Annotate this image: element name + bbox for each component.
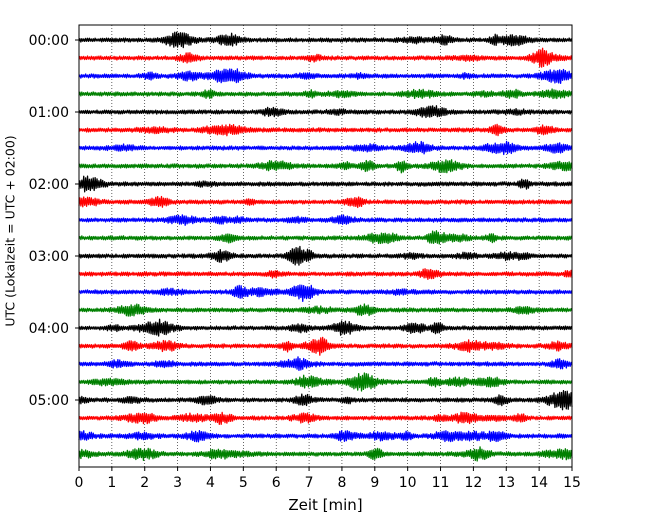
seismogram-trace <box>78 303 573 317</box>
seismogram-trace <box>78 159 573 174</box>
y-axis-label: UTC (Lokalzeit = UTC + 02:00) <box>3 135 18 326</box>
seismogram-trace <box>78 284 573 302</box>
seismogram-trace <box>78 268 573 281</box>
seismogram-trace <box>78 446 573 462</box>
seismogram-trace <box>78 175 573 193</box>
seismogram-trace <box>78 430 573 443</box>
y-tick-label: 03:00 <box>29 249 69 265</box>
x-tick-label: 9 <box>370 475 379 491</box>
x-tick-label: 0 <box>75 475 84 491</box>
y-axis: 00:00 01:00 02:00 03:00 04:00 05:00 <box>29 33 79 409</box>
seismogram-trace <box>78 214 573 226</box>
x-axis: 0 1 2 3 4 5 6 7 8 9 10 11 12 13 14 15 <box>75 467 581 491</box>
y-tick-label: 00:00 <box>29 33 69 49</box>
y-tick-label: 05:00 <box>29 393 69 409</box>
seismogram-trace <box>78 105 573 119</box>
seismogram-trace <box>78 318 573 337</box>
seismogram-trace <box>78 88 573 100</box>
x-tick-label: 5 <box>239 475 248 491</box>
x-tick-label: 14 <box>530 475 548 491</box>
x-tick-label: 12 <box>464 475 482 491</box>
seismogram-trace <box>78 356 573 372</box>
seismogram-trace <box>78 336 573 356</box>
seismogram-trace <box>78 195 573 209</box>
x-tick-label: 8 <box>337 475 346 491</box>
x-tick-label: 10 <box>399 475 417 491</box>
seismogram-trace <box>78 245 573 266</box>
seismogram-trace <box>78 68 573 85</box>
seismogram-trace <box>78 372 573 392</box>
trace-group <box>78 31 573 462</box>
seismogram-trace <box>78 389 573 411</box>
x-tick-label: 15 <box>563 475 581 491</box>
x-tick-label: 7 <box>305 475 314 491</box>
x-tick-label: 11 <box>432 475 450 491</box>
seismogram-trace <box>78 140 573 156</box>
x-tick-label: 6 <box>272 475 281 491</box>
y-tick-label: 04:00 <box>29 321 69 337</box>
x-tick-label: 3 <box>173 475 182 491</box>
x-tick-label: 2 <box>140 475 149 491</box>
plot-frame <box>78 24 573 468</box>
seismogram-trace <box>78 123 573 137</box>
seismogram-trace <box>78 31 573 49</box>
x-tick-label: 1 <box>107 475 116 491</box>
y-tick-label: 02:00 <box>29 177 69 193</box>
y-tick-label: 01:00 <box>29 105 69 121</box>
x-tick-label: 13 <box>497 475 515 491</box>
seismogram-trace <box>78 47 573 68</box>
seismogram-trace <box>78 411 573 426</box>
x-axis-label: Zeit [min] <box>288 496 362 514</box>
seismogram-trace <box>78 230 573 245</box>
x-tick-label: 4 <box>206 475 215 491</box>
